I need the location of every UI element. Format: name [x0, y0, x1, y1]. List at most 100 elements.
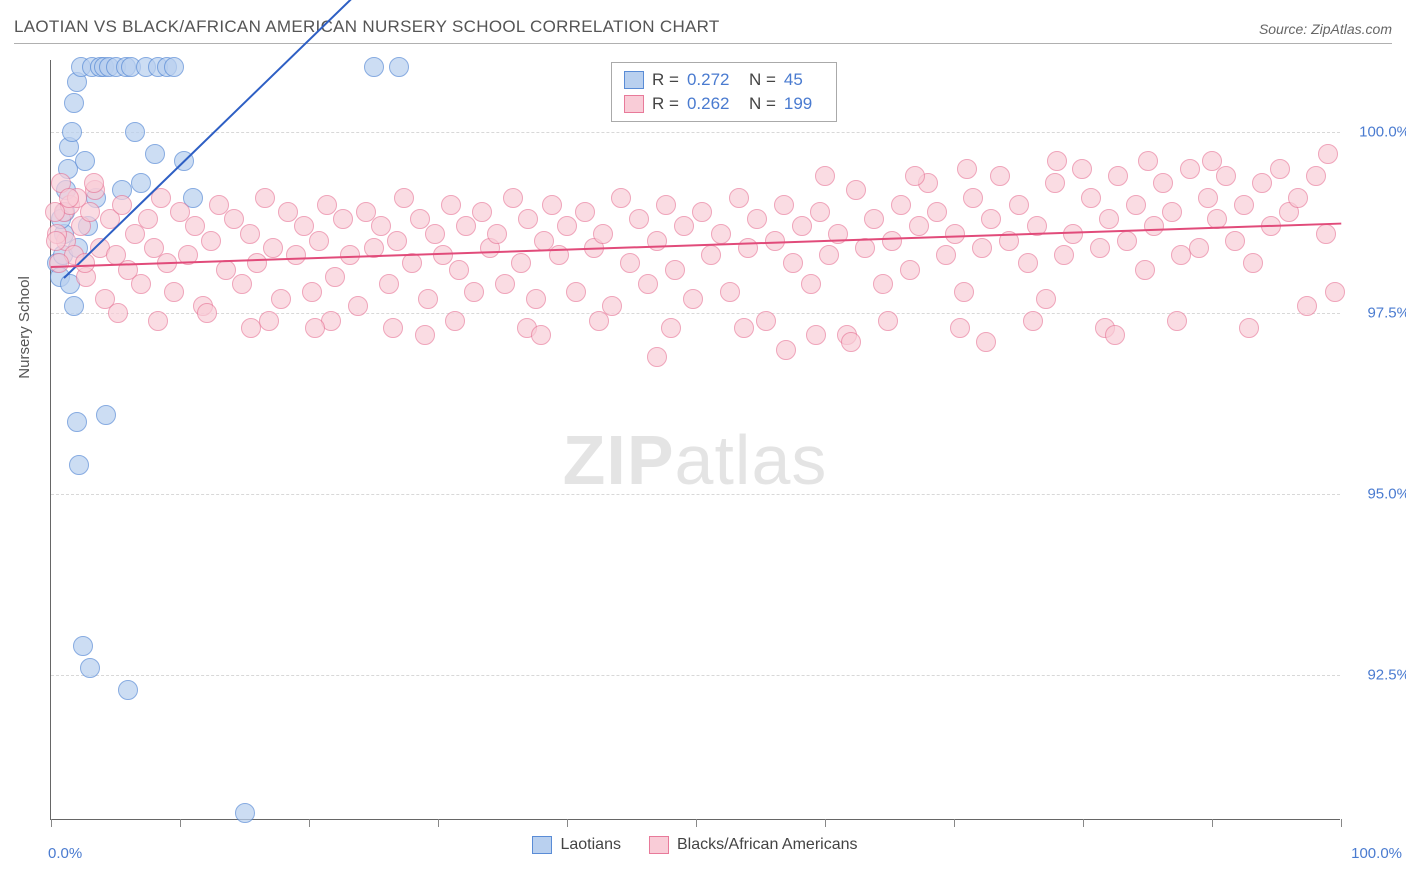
stat-n-value: 199: [784, 94, 824, 114]
scatter-point: [1270, 159, 1290, 179]
scatter-point: [387, 231, 407, 251]
scatter-point: [197, 303, 217, 323]
scatter-point: [1316, 224, 1336, 244]
scatter-point: [882, 231, 902, 251]
scatter-point: [815, 166, 835, 186]
scatter-point: [589, 311, 609, 331]
scatter-point: [445, 311, 465, 331]
scatter-point: [806, 325, 826, 345]
scatter-point: [1047, 151, 1067, 171]
scatter-point: [80, 658, 100, 678]
stat-n-label: N =: [749, 70, 776, 90]
scatter-point: [783, 253, 803, 273]
stat-r-value: 0.262: [687, 94, 741, 114]
scatter-point: [456, 216, 476, 236]
legend-label: Blacks/African Americans: [677, 836, 858, 854]
scatter-point: [611, 188, 631, 208]
legend-swatch: [624, 71, 644, 89]
scatter-point: [927, 202, 947, 222]
scatter-point: [620, 253, 640, 273]
legend-stats-row: R =0.272N =45: [624, 68, 824, 92]
scatter-point: [891, 195, 911, 215]
scatter-point: [67, 412, 87, 432]
scatter-point: [62, 122, 82, 142]
scatter-point: [131, 173, 151, 193]
scatter-point: [957, 159, 977, 179]
scatter-point: [972, 238, 992, 258]
scatter-point: [531, 325, 551, 345]
scatter-point: [394, 188, 414, 208]
scatter-point: [575, 202, 595, 222]
stat-r-label: R =: [652, 94, 679, 114]
scatter-point: [1198, 188, 1218, 208]
y-tick-label: 95.0%: [1350, 486, 1406, 503]
scatter-point: [1325, 282, 1345, 302]
scatter-point: [1009, 195, 1029, 215]
y-tick-label: 97.5%: [1350, 305, 1406, 322]
scatter-point: [801, 274, 821, 294]
scatter-point: [305, 318, 325, 338]
scatter-point: [73, 636, 93, 656]
scatter-point: [286, 245, 306, 265]
scatter-point: [145, 144, 165, 164]
x-tick: [1212, 819, 1213, 827]
scatter-point: [164, 57, 184, 77]
scatter-point: [774, 195, 794, 215]
scatter-point: [1306, 166, 1326, 186]
scatter-point: [638, 274, 658, 294]
scatter-point: [64, 296, 84, 316]
stat-r-label: R =: [652, 70, 679, 90]
scatter-point: [259, 311, 279, 331]
legend-stats-row: R =0.262N =199: [624, 92, 824, 116]
scatter-point: [756, 311, 776, 331]
scatter-point: [954, 282, 974, 302]
bottom-legend: Laotians Blacks/African Americans: [50, 836, 1340, 854]
scatter-point: [1023, 311, 1043, 331]
scatter-point: [701, 245, 721, 265]
scatter-point: [855, 238, 875, 258]
grid-line: [51, 675, 1340, 676]
scatter-point: [487, 224, 507, 244]
x-tick: [825, 819, 826, 827]
scatter-point: [241, 318, 261, 338]
scatter-point: [118, 680, 138, 700]
x-tick: [567, 819, 568, 827]
scatter-point: [425, 224, 445, 244]
grid-line: [51, 313, 1340, 314]
scatter-point: [945, 224, 965, 244]
scatter-point: [738, 238, 758, 258]
scatter-point: [734, 318, 754, 338]
scatter-point: [389, 57, 409, 77]
scatter-point: [990, 166, 1010, 186]
scatter-point: [1138, 151, 1158, 171]
scatter-point: [232, 274, 252, 294]
scatter-point: [1202, 151, 1222, 171]
scatter-point: [1318, 144, 1338, 164]
plot-area: 92.5%95.0%97.5%100.0%R =0.272N =45R =0.2…: [50, 60, 1340, 820]
bottom-legend-item: Laotians: [532, 836, 621, 854]
legend-label: Laotians: [560, 836, 621, 854]
y-tick-label: 100.0%: [1350, 124, 1406, 141]
x-tick: [309, 819, 310, 827]
scatter-point: [1036, 289, 1056, 309]
scatter-point: [1153, 173, 1173, 193]
scatter-point: [729, 188, 749, 208]
scatter-point: [593, 224, 613, 244]
scatter-point: [263, 238, 283, 258]
scatter-point: [1243, 253, 1263, 273]
scatter-point: [1108, 166, 1128, 186]
scatter-point: [333, 209, 353, 229]
scatter-point: [692, 202, 712, 222]
scatter-point: [383, 318, 403, 338]
scatter-point: [511, 253, 531, 273]
scatter-point: [1099, 209, 1119, 229]
y-axis-title: Nursery School: [16, 276, 33, 379]
scatter-point: [364, 57, 384, 77]
scatter-point: [247, 253, 267, 273]
legend-swatch: [532, 836, 552, 854]
legend-stats: R =0.272N =45R = 0.262 N = 199: [611, 62, 837, 122]
scatter-point: [841, 332, 861, 352]
scatter-point: [1054, 245, 1074, 265]
scatter-point: [108, 303, 128, 323]
scatter-point: [1072, 159, 1092, 179]
